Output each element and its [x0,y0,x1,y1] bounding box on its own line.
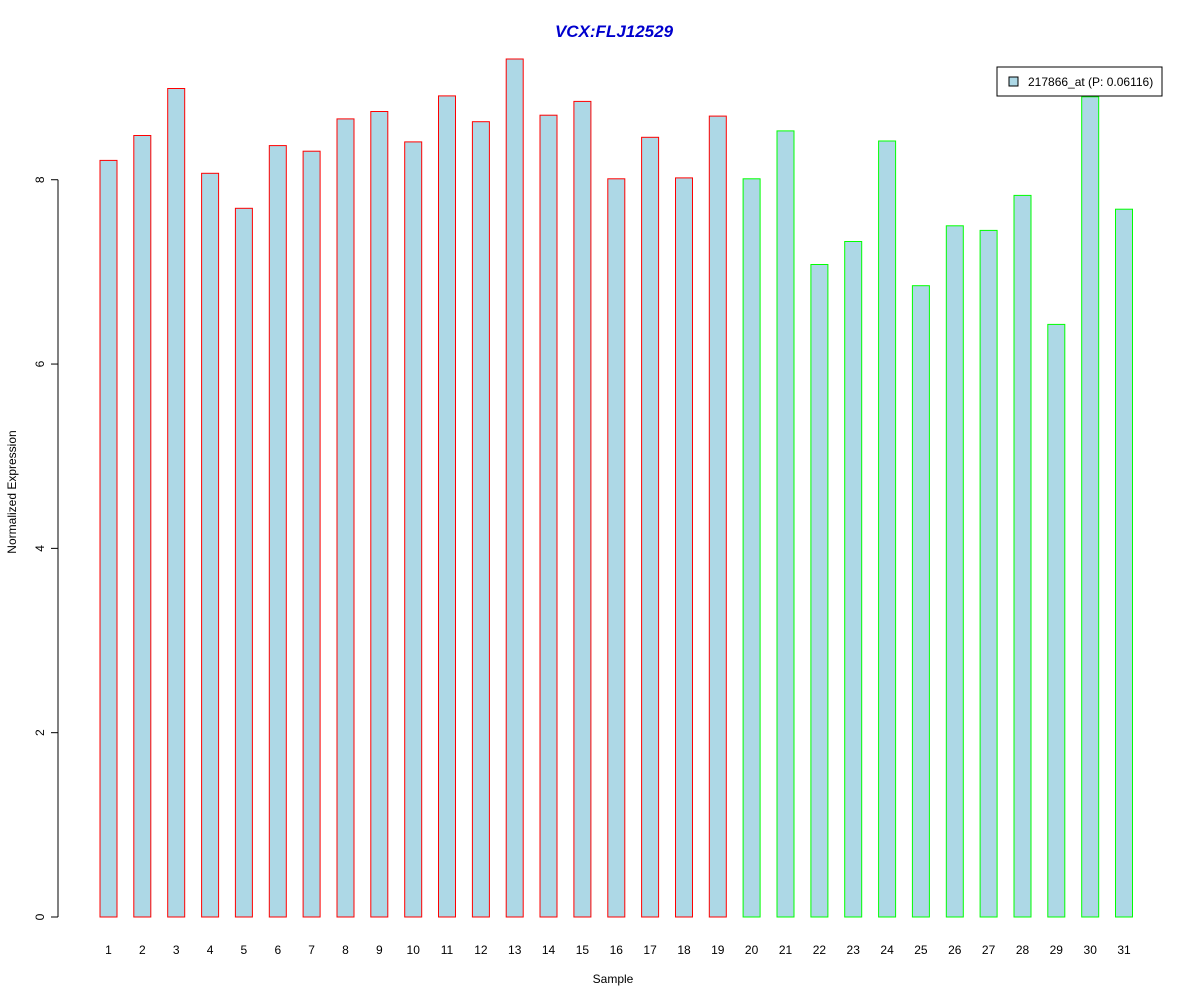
x-tick-label: 21 [779,943,793,957]
x-tick-label: 12 [474,943,488,957]
x-tick-label: 30 [1084,943,1098,957]
x-tick-label: 13 [508,943,522,957]
x-tick-label: 22 [813,943,827,957]
bar-sample-27 [979,229,998,918]
x-tick-label: 2 [139,943,146,957]
x-tick-label: 3 [173,943,180,957]
bar-sample-22 [810,264,829,918]
bar-sample-25 [911,285,930,918]
x-tick-label: 23 [847,943,861,957]
legend-swatch [1008,76,1019,87]
x-tick-label: 8 [342,943,349,957]
bar-sample-17 [641,136,660,918]
bar-sample-6 [268,145,287,918]
x-tick-label: 7 [308,943,315,957]
x-tick-label: 17 [643,943,657,957]
bars [99,58,1133,918]
bar-sample-18 [675,177,693,918]
x-tick-label: 5 [241,943,248,957]
x-tick-label: 9 [376,943,383,957]
y-axis-title: Normalized Expression [5,430,19,553]
y-tick-label: 4 [33,545,47,552]
x-tick-label: 20 [745,943,759,957]
bar-sample-14 [539,114,558,918]
bar-sample-3 [167,88,186,918]
y-axis: 0 2 4 6 8 [33,176,59,920]
bar-sample-20 [742,178,761,918]
y-tick-label: 2 [33,729,47,736]
bar-sample-11 [438,95,456,918]
y-tick-label: 8 [33,176,47,183]
x-tick-label: 29 [1050,943,1064,957]
bar-sample-21 [776,130,795,918]
x-tick-label: 19 [711,943,725,957]
bar-sample-12 [471,121,490,918]
bar-sample-4 [201,172,220,918]
x-tick-label: 15 [576,943,590,957]
bar-sample-8 [336,118,355,918]
x-axis-title: Sample [593,972,634,986]
y-tick-label: 0 [33,913,47,920]
bar-sample-2 [133,135,152,918]
x-tick-label: 10 [407,943,421,957]
bar-sample-23 [844,241,863,918]
bar-sample-26 [945,225,964,918]
bar-sample-15 [573,100,592,918]
bar-sample-29 [1047,323,1066,918]
x-axis-labels: 1 2 3 4 5 6 7 8 9 10 11 12 13 14 15 16 17 18 19 20 21 22 23 24 2… [105,943,1131,957]
x-tick-label: 11 [441,943,454,957]
x-tick-label: 31 [1117,943,1131,957]
bar-sample-24 [878,140,897,918]
chart-title: VCX:FLJ12529 [555,22,674,41]
bar-sample-10 [404,141,423,918]
x-tick-label: 26 [948,943,962,957]
x-tick-label: 25 [914,943,928,957]
y-tick-label: 6 [33,360,47,367]
x-tick-label: 28 [1016,943,1030,957]
bar-sample-5 [234,207,253,918]
bar-sample-13 [505,58,524,918]
x-tick-label: 18 [677,943,691,957]
x-tick-label: 27 [982,943,996,957]
x-tick-label: 24 [880,943,894,957]
legend: 217866_at (P: 0.06116) [996,66,1163,97]
bar-sample-28 [1013,194,1032,918]
bar-sample-1 [99,159,118,918]
x-tick-label: 6 [274,943,281,957]
x-tick-label: 14 [542,943,556,957]
bar-sample-9 [370,111,389,918]
x-tick-label: 4 [207,943,214,957]
bar-sample-7 [302,150,321,918]
bar-sample-19 [708,115,727,918]
bar-sample-16 [607,178,626,918]
legend-label: 217866_at (P: 0.06116) [1028,75,1153,89]
x-tick-label: 1 [105,943,112,957]
legend-box [996,66,1163,97]
bar-sample-31 [1115,208,1133,918]
x-tick-label: 16 [610,943,624,957]
bar-sample-30 [1081,96,1100,918]
